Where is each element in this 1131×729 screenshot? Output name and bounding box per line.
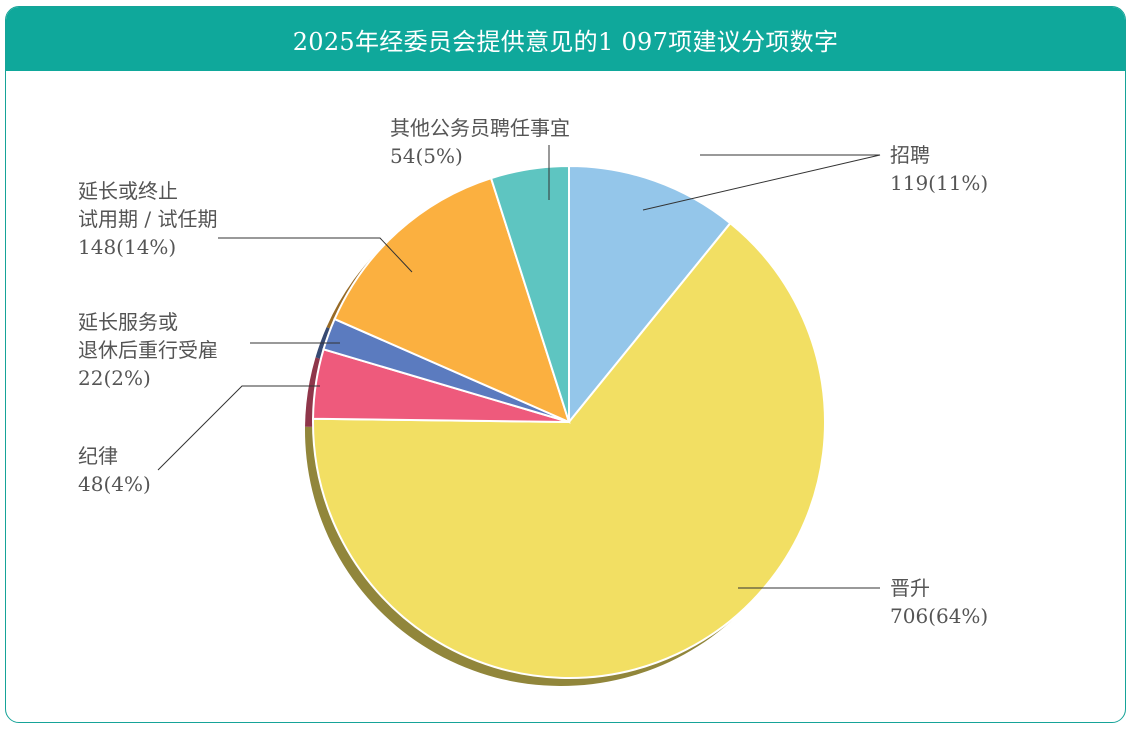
slice-value-label: 22(2%) [78,366,151,390]
slice-category-label: 退休后重行受雇 [78,338,218,362]
slice-category-label: 晋升 [890,576,930,600]
pie-slice [489,164,570,423]
slice-category-label: 招聘 [890,143,930,167]
slice-value-label: 48(4%) [78,472,151,496]
pie-slice [312,221,826,679]
slice-value-label: 54(5%) [390,144,463,168]
slice-label: 招聘 119(11%) [890,143,988,195]
slice-label: 延长或终止试用期 / 试任期 148(14%) [78,179,217,259]
slice-label: 其他公务员聘任事宜 54(5%) [390,116,570,168]
chart-title: 2025年经委员会提供意见的1 097项建议分项数字 [292,27,839,56]
leader-line [157,385,320,471]
slice-label: 晋升 706(64%) [890,576,988,628]
slice-label: 纪律 48(4%) [78,444,151,496]
leader-line [642,154,881,211]
slice-value-label: 706(64%) [890,604,988,628]
slice-value-label: 148(14%) [78,235,176,259]
slice-category-label: 其他公务员聘任事宜 [390,116,570,140]
pie-slice [568,164,732,425]
leader-line [218,237,413,273]
slice-value-label: 119(11%) [890,171,988,195]
slice-category-label: 延长服务或 [78,310,178,334]
slice-category-label: 试用期 / 试任期 [78,207,217,231]
slice-category-label: 延长或终止 [78,179,178,203]
slice-label: 延长服务或退休后重行受雇 22(2%) [78,310,218,390]
slice-category-label: 纪律 [78,444,118,468]
title-bar: 2025年经委员会提供意见的1 097项建议分项数字 [6,7,1125,71]
